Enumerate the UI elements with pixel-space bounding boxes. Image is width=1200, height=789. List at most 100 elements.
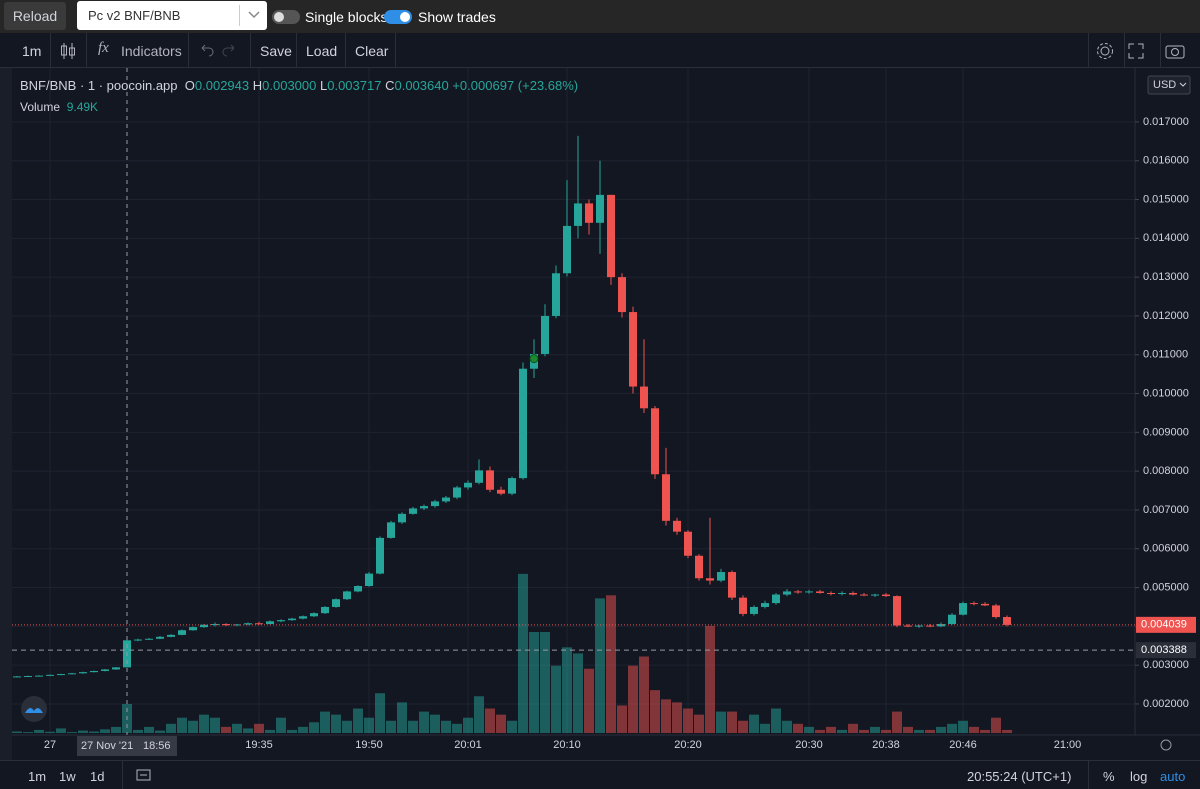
show-trades-toggle[interactable] [384, 10, 412, 24]
volume-bar [815, 729, 825, 733]
candle-body [68, 673, 76, 675]
volume-bar [793, 723, 803, 733]
clock: 20:55:24 (UTC+1) [967, 769, 1072, 784]
auto-button[interactable]: auto [1160, 769, 1186, 784]
candle-body [838, 592, 846, 594]
volume-bar [925, 729, 935, 733]
volume-bar [320, 711, 330, 733]
volume-bar [78, 730, 88, 733]
candle-body [618, 277, 626, 313]
volume-bar [859, 729, 869, 733]
candle-body [519, 368, 527, 479]
change: +0.000697 (+23.68%) [452, 78, 579, 93]
candle-body [959, 603, 967, 615]
candle-body [882, 594, 890, 597]
divider [1124, 33, 1125, 68]
candle-body [200, 624, 208, 628]
divider [345, 33, 346, 68]
range-1d[interactable]: 1d [90, 769, 105, 784]
candle-body [244, 623, 252, 625]
currency-button[interactable] [1147, 75, 1191, 95]
date-range-icon[interactable] [136, 768, 152, 782]
volume-bar [782, 720, 792, 733]
volume-bar [298, 726, 308, 733]
candle-body [343, 591, 351, 600]
volume-bar [397, 702, 407, 733]
candle-body [35, 675, 43, 677]
save-button[interactable]: Save [260, 43, 292, 59]
candle-body [981, 603, 989, 606]
candle-body [574, 203, 582, 226]
candle-body [783, 591, 791, 595]
candle-body [134, 639, 142, 641]
candle-body [717, 572, 725, 581]
single-blocks-toggle[interactable] [272, 10, 300, 24]
interval-button[interactable]: 1m [22, 43, 42, 59]
x-tick-label: 20:10 [553, 739, 581, 751]
candle-body [453, 487, 461, 498]
candle-body [585, 203, 593, 223]
volume-bar [485, 708, 495, 733]
candle-body [398, 513, 406, 523]
volume-bar [221, 726, 231, 733]
x-tick-label: 20:20 [674, 739, 702, 751]
candle-body [948, 614, 956, 625]
range-1w[interactable]: 1w [59, 769, 76, 784]
volume-bar [562, 647, 572, 733]
h-key: H [252, 78, 263, 93]
percent-button[interactable]: % [1103, 769, 1115, 784]
top-bar: Reload Pc v2 BNF/BNB Single blocks Show … [0, 0, 1200, 33]
candle-body [849, 592, 857, 595]
volume-bar [639, 656, 649, 733]
volume-bar [991, 717, 1001, 733]
y-tick-label: 0.007000 [1143, 504, 1189, 516]
volume-bar [672, 702, 682, 733]
candle-body [387, 522, 395, 538]
candle-body [607, 194, 615, 278]
x-tick-label: 20:38 [872, 739, 900, 751]
range-1m[interactable]: 1m [28, 769, 47, 784]
candle-body [629, 312, 637, 387]
y-tick-label: 0.017000 [1143, 116, 1189, 128]
currency-chevron [1179, 82, 1187, 87]
volume-bar [529, 632, 539, 733]
candle-body [926, 625, 934, 627]
candle-body [46, 674, 54, 676]
candle-body [706, 578, 714, 581]
y-tick-label: 0.003000 [1143, 659, 1189, 671]
candle-body [662, 474, 670, 521]
settings-icon[interactable] [1160, 739, 1172, 751]
pair-select-text: Pc v2 BNF/BNB [88, 8, 181, 23]
candle-body [475, 470, 483, 483]
single-blocks-label: Single blocks [305, 9, 388, 25]
volume-bar [441, 720, 451, 733]
clear-button[interactable]: Clear [355, 43, 389, 59]
candle-body [552, 273, 560, 316]
reload-button[interactable]: Reload [4, 2, 66, 30]
candle-body [1003, 617, 1011, 625]
log-button[interactable]: log [1130, 769, 1148, 784]
candle-body [805, 591, 813, 593]
crosshair-time: 18:56 [143, 740, 171, 752]
volume-bar [628, 665, 638, 733]
load-button[interactable]: Load [306, 43, 338, 59]
candle-icon[interactable] [60, 42, 76, 60]
currency: USD [1153, 79, 1176, 91]
y-tick-label: 0.009000 [1143, 426, 1189, 438]
volume-bar [430, 714, 440, 733]
candle-body [794, 591, 802, 593]
indicators-button[interactable]: Indicators [121, 43, 182, 59]
x-tick-label: 20:30 [795, 739, 823, 751]
undo-redo[interactable] [198, 43, 238, 57]
volume-bar [133, 729, 143, 733]
volume-bar [507, 720, 517, 733]
price-label-box [1136, 642, 1196, 659]
volume-bar [111, 726, 121, 733]
pair-select[interactable]: Pc v2 BNF/BNB [77, 1, 267, 30]
volume-bar [749, 714, 759, 733]
candle-body [310, 613, 318, 617]
o-key: O [184, 78, 195, 93]
candle-body [266, 621, 274, 625]
chart-tools[interactable] [1096, 41, 1192, 61]
candle-body [464, 482, 472, 488]
